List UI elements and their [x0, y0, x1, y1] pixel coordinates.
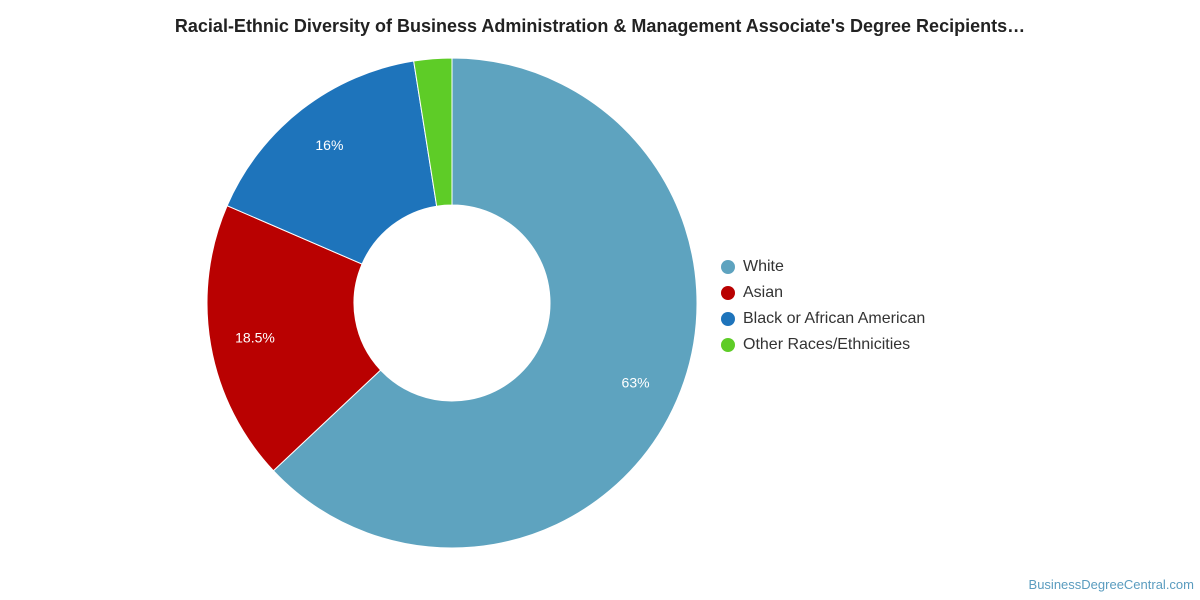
- legend-swatch-black: [721, 312, 735, 326]
- legend-item-asian[interactable]: Asian: [721, 280, 925, 306]
- legend-label-other: Other Races/Ethnicities: [743, 336, 911, 353]
- legend: White Asian Black or African American Ot…: [721, 254, 925, 358]
- slice-black-or-african-american[interactable]: [226, 60, 438, 265]
- slice-asian[interactable]: [206, 205, 382, 472]
- legend-label-black: Black or African American: [743, 310, 926, 327]
- data-labels-group: 63% 18.5% 16%: [235, 137, 649, 390]
- legend-swatch-asian: [721, 286, 735, 300]
- chart-title: Racial-Ethnic Diversity of Business Admi…: [174, 16, 1026, 36]
- site-watermark[interactable]: BusinessDegreeCentral.com: [1028, 577, 1194, 592]
- data-label-black-or-african-american: 16%: [315, 137, 343, 153]
- slice-other-races-ethnicities[interactable]: [413, 57, 453, 207]
- data-label-white: 63%: [622, 374, 650, 390]
- legend-swatch-white: [721, 260, 735, 274]
- legend-item-other[interactable]: Other Races/Ethnicities: [721, 332, 925, 358]
- legend-item-white[interactable]: White: [721, 254, 925, 280]
- legend-label-white: White: [743, 258, 784, 275]
- slice-white[interactable]: [272, 57, 698, 549]
- legend-swatch-other: [721, 338, 735, 352]
- legend-item-black[interactable]: Black or African American: [721, 306, 925, 332]
- data-label-asian: 18.5%: [235, 329, 275, 345]
- slices-group: [206, 57, 698, 549]
- legend-label-asian: Asian: [743, 284, 784, 301]
